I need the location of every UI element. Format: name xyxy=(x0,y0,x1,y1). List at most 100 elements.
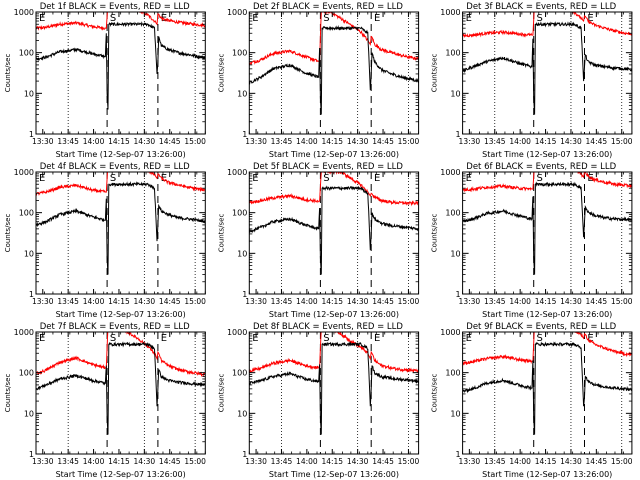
x-tick-label: 14:30 xyxy=(347,137,369,146)
marker-label-s: S xyxy=(110,13,116,24)
panel-5: Det 5f BLACK = Events, RED = LLD Counts/s… xyxy=(217,162,419,319)
plot-frame xyxy=(35,171,206,295)
y-tick-label: 1000 xyxy=(440,328,460,337)
y-tick-label: 10 xyxy=(237,409,247,418)
y-tick-label: 10 xyxy=(450,89,460,98)
x-tick-label: 15:00 xyxy=(611,137,633,146)
x-tick-label: 13:45 xyxy=(57,457,79,466)
x-tick-label: 13:45 xyxy=(271,137,293,146)
x-axis-label: Start Time (12-Sep-07 13:26:00) xyxy=(56,470,186,479)
panel-title: Det 5f BLACK = Events, RED = LLD xyxy=(253,162,403,172)
marker-label-s: S xyxy=(537,13,543,24)
marker-label-left: E xyxy=(466,13,472,24)
x-tick-label: 13:30 xyxy=(245,297,267,306)
y-tick-label: 10 xyxy=(237,249,247,258)
y-tick-label: 1000 xyxy=(227,328,247,337)
x-tick-label: 14:45 xyxy=(586,457,608,466)
y-axis-label: Counts/sec xyxy=(4,54,12,93)
x-tick-label: 14:15 xyxy=(108,457,130,466)
panel-title: Det 8f BLACK = Events, RED = LLD xyxy=(253,322,403,332)
x-tick-label: 15:00 xyxy=(184,297,206,306)
series-lld-line xyxy=(36,332,206,378)
x-tick-label: 13:45 xyxy=(271,297,293,306)
y-tick-label: 10 xyxy=(24,409,34,418)
x-tick-label: 15:00 xyxy=(611,297,633,306)
x-tick-label: 14:30 xyxy=(560,457,582,466)
series-events-line xyxy=(249,24,419,115)
y-tick-label: 1 xyxy=(29,450,34,459)
marker-label-s: S xyxy=(323,333,329,344)
y-tick-label: 100 xyxy=(19,209,34,218)
y-tick-label: 1000 xyxy=(14,8,34,17)
x-tick-label: 14:00 xyxy=(83,457,105,466)
panel-6: Det 6f BLACK = Events, RED = LLD Counts/s… xyxy=(431,162,633,319)
y-tick-label: 100 xyxy=(445,369,460,378)
y-tick-label: 10 xyxy=(237,89,247,98)
x-tick-label: 14:45 xyxy=(159,297,181,306)
marker-label-left: E xyxy=(252,333,258,344)
x-tick-label: 13:45 xyxy=(484,457,506,466)
marker-label-e: E xyxy=(374,333,380,344)
y-tick-label: 1 xyxy=(456,290,461,299)
y-axis-label: Counts/sec xyxy=(217,374,225,413)
plot-frame xyxy=(35,331,206,455)
x-tick-label: 13:45 xyxy=(484,297,506,306)
series-events-line xyxy=(462,341,632,435)
panel-title: Det 4f BLACK = Events, RED = LLD xyxy=(40,162,190,172)
marker-label-left: E xyxy=(39,173,45,184)
plot-frame xyxy=(35,11,206,135)
x-tick-label: 13:30 xyxy=(32,297,54,306)
marker-label-left: E xyxy=(39,13,45,24)
panel-title: Det 7f BLACK = Events, RED = LLD xyxy=(40,322,190,332)
x-tick-label: 14:00 xyxy=(509,457,531,466)
x-tick-label: 14:30 xyxy=(560,297,582,306)
x-tick-label: 13:30 xyxy=(459,297,481,306)
panel-4: Det 4f BLACK = Events, RED = LLD Counts/s… xyxy=(4,162,206,319)
x-tick-label: 13:30 xyxy=(245,137,267,146)
x-tick-label: 13:45 xyxy=(57,297,79,306)
plot-frame xyxy=(462,331,633,455)
y-tick-label: 1 xyxy=(242,290,247,299)
panel-3: Det 3f BLACK = Events, RED = LLD Counts/s… xyxy=(431,2,633,159)
y-axis-label: Counts/sec xyxy=(431,214,439,253)
x-tick-label: 15:00 xyxy=(184,457,206,466)
marker-label-e: E xyxy=(374,173,380,184)
x-axis-label: Start Time (12-Sep-07 13:26:00) xyxy=(56,150,186,159)
panel-title: Det 6f BLACK = Events, RED = LLD xyxy=(466,162,616,172)
x-tick-label: 14:45 xyxy=(372,297,394,306)
x-tick-label: 14:00 xyxy=(296,137,318,146)
series-events-line xyxy=(249,185,419,275)
panel-title: Det 1f BLACK = Events, RED = LLD xyxy=(40,2,190,12)
marker-label-left: E xyxy=(466,173,472,184)
x-tick-label: 14:15 xyxy=(535,137,557,146)
x-axis-label: Start Time (12-Sep-07 13:26:00) xyxy=(56,310,186,319)
y-tick-label: 100 xyxy=(445,49,460,58)
x-tick-label: 14:30 xyxy=(134,297,156,306)
x-tick-label: 13:30 xyxy=(459,137,481,146)
panel-1: Det 1f BLACK = Events, RED = LLD Counts/s… xyxy=(4,2,206,159)
x-tick-label: 13:45 xyxy=(484,137,506,146)
series-lld-line xyxy=(36,12,206,31)
x-tick-label: 14:30 xyxy=(560,137,582,146)
series-lld-line xyxy=(36,172,206,196)
marker-label-left: E xyxy=(466,333,472,344)
y-tick-label: 100 xyxy=(232,369,247,378)
marker-label-left: E xyxy=(39,333,45,344)
marker-label-s: S xyxy=(537,333,543,344)
y-tick-label: 1 xyxy=(29,130,34,139)
y-axis-label: Counts/sec xyxy=(4,374,12,413)
series-events-line xyxy=(36,341,206,435)
x-tick-label: 14:30 xyxy=(134,137,156,146)
y-tick-label: 1000 xyxy=(440,168,460,177)
series-lld-line xyxy=(249,332,419,374)
y-tick-label: 100 xyxy=(19,49,34,58)
series-events-line xyxy=(462,181,632,275)
y-tick-label: 1 xyxy=(29,290,34,299)
marker-label-s: S xyxy=(323,173,329,184)
x-tick-label: 14:15 xyxy=(321,457,343,466)
y-tick-label: 1 xyxy=(456,130,461,139)
x-tick-label: 14:00 xyxy=(296,457,318,466)
y-tick-label: 10 xyxy=(450,409,460,418)
y-tick-label: 100 xyxy=(19,369,34,378)
